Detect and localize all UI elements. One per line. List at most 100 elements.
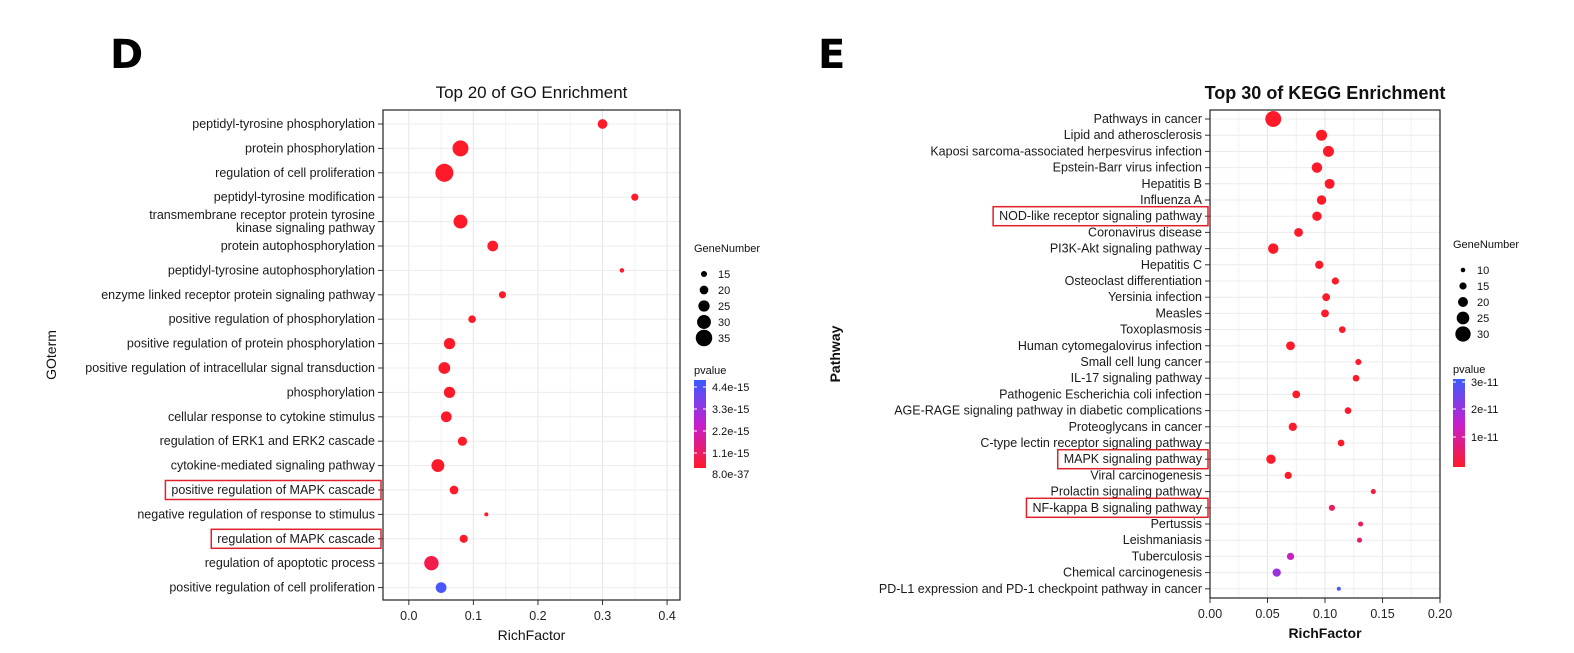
y-tick-label: kinase signaling pathway xyxy=(236,221,376,235)
y-tick-label: PD-L1 expression and PD-1 checkpoint pat… xyxy=(879,582,1202,596)
highlight-box xyxy=(210,528,382,550)
data-point xyxy=(449,485,459,495)
size-legend-dot xyxy=(700,270,708,278)
highlight-box xyxy=(164,479,382,501)
y-tick-label: Human cytomegalovirus infection xyxy=(1018,339,1202,353)
size-legend-label: 10 xyxy=(1477,265,1489,277)
y-tick-label: Pertussis xyxy=(1151,517,1202,531)
y-tick-label: regulation of ERK1 and ERK2 cascade xyxy=(160,434,375,448)
color-legend-label: 4.4e-15 xyxy=(712,382,749,394)
size-legend-dot xyxy=(695,329,713,347)
y-tick-label: Yersinia infection xyxy=(1108,290,1202,304)
y-tick-label: IL-17 signaling pathway xyxy=(1071,371,1203,385)
y-tick-label: positive regulation of phosphorylation xyxy=(169,312,375,326)
data-point xyxy=(1265,111,1282,127)
y-tick-label: Pathways in cancer xyxy=(1094,112,1202,126)
y-tick-label: NF-kappa B signaling pathway xyxy=(1032,501,1202,515)
size-legend-label: 20 xyxy=(1477,297,1489,309)
data-point xyxy=(1272,568,1281,577)
data-point xyxy=(487,240,499,252)
color-legend-label: 1.1e-15 xyxy=(712,448,749,460)
highlight-box xyxy=(992,205,1209,227)
data-point xyxy=(1311,162,1323,173)
data-point xyxy=(484,512,489,517)
data-point xyxy=(1322,145,1334,157)
y-tick-label: NOD-like receptor signaling pathway xyxy=(999,209,1203,223)
color-legend-label: 8.0e-37 xyxy=(712,469,749,481)
data-point xyxy=(1358,521,1364,527)
y-tick-label: Lipid and atherosclerosis xyxy=(1064,128,1202,142)
data-point xyxy=(1370,489,1376,495)
size-legend-dot xyxy=(699,285,709,295)
size-legend-dot xyxy=(1458,297,1468,307)
y-tick-label: protein phosphorylation xyxy=(245,141,375,155)
y-tick-label: regulation of cell proliferation xyxy=(215,166,375,180)
size-legend-label: 30 xyxy=(718,317,730,329)
size-legend-label: 25 xyxy=(1477,313,1489,325)
color-legend-label: 2e-11 xyxy=(1471,404,1498,416)
data-point xyxy=(457,436,468,446)
y-tick-label: Small cell lung cancer xyxy=(1080,355,1202,369)
data-point xyxy=(443,386,456,399)
color-legend-label: 1e-11 xyxy=(1471,432,1498,444)
y-tick-label: protein autophosphorylation xyxy=(221,239,375,253)
y-tick-label: C-type lectin receptor signaling pathway xyxy=(980,436,1202,450)
highlight-box xyxy=(1056,448,1209,470)
x-tick-label: 0.05 xyxy=(1255,607,1279,621)
data-point xyxy=(1286,552,1295,561)
data-point xyxy=(1268,243,1279,254)
y-tick-label: regulation of apoptotic process xyxy=(205,556,375,570)
size-legend-label: 35 xyxy=(718,333,730,345)
data-point xyxy=(631,193,639,201)
y-tick-label: Tuberculosis xyxy=(1132,549,1202,563)
size-legend-dot xyxy=(1455,326,1471,342)
data-point xyxy=(1316,129,1328,141)
data-point xyxy=(1294,227,1303,237)
y-tick-label: Viral carcinogenesis xyxy=(1090,468,1202,482)
x-tick-label: 0.1 xyxy=(465,609,482,623)
y-tick-label: Toxoplasmosis xyxy=(1120,323,1202,337)
data-point xyxy=(619,268,625,273)
size-legend-label: 15 xyxy=(718,269,730,281)
data-point xyxy=(435,582,447,593)
size-legend-title: GeneNumber xyxy=(694,243,760,255)
data-point xyxy=(431,459,445,473)
y-tick-label: Kaposi sarcoma-associated herpesvirus in… xyxy=(930,144,1202,158)
y-tick-label: Proteoglycans in cancer xyxy=(1069,420,1202,434)
highlight-box xyxy=(1025,497,1209,519)
size-legend-label: 30 xyxy=(1477,329,1489,341)
x-tick-label: 0.00 xyxy=(1198,607,1222,621)
y-tick-label: peptidyl-tyrosine autophosphorylation xyxy=(168,263,375,277)
y-tick-label: positive regulation of cell proliferatio… xyxy=(169,581,375,595)
color-legend-title: pvalue xyxy=(694,365,726,377)
y-tick-label: positive regulation of protein phosphory… xyxy=(127,337,375,351)
data-point xyxy=(1266,454,1276,464)
data-point xyxy=(597,119,608,129)
data-point xyxy=(1288,422,1297,431)
y-tick-label: positive regulation of MAPK cascade xyxy=(171,483,375,497)
color-legend-bar xyxy=(1453,379,1465,467)
y-tick-label: Leishmaniasis xyxy=(1123,533,1202,547)
data-point xyxy=(1322,293,1331,302)
data-point xyxy=(424,556,439,571)
y-tick-label: Hepatitis B xyxy=(1142,177,1202,191)
size-legend-dot xyxy=(698,300,710,312)
data-point xyxy=(453,214,468,229)
y-tick-label: cellular response to cytokine stimulus xyxy=(168,410,375,424)
y-tick-label: Measles xyxy=(1155,306,1202,320)
color-legend-title: pvalue xyxy=(1453,364,1485,376)
color-legend-label: 3e-11 xyxy=(1471,377,1498,389)
x-tick-label: 0.2 xyxy=(529,609,546,623)
color-legend-bar xyxy=(694,380,706,468)
data-point xyxy=(438,362,451,374)
y-tick-label: Epstein-Barr virus infection xyxy=(1053,161,1202,175)
plot-frame xyxy=(1209,109,1441,599)
y-axis-title: Pathway xyxy=(827,325,843,382)
data-point xyxy=(443,337,456,350)
size-legend-title: GeneNumber xyxy=(1453,239,1519,251)
x-axis-title: RichFactor xyxy=(498,627,566,643)
plot-area xyxy=(383,110,680,600)
y-tick-label: transmembrane receptor protein tyrosine xyxy=(149,208,375,222)
y-tick-label: Influenza A xyxy=(1140,193,1203,207)
data-point xyxy=(1284,471,1292,480)
